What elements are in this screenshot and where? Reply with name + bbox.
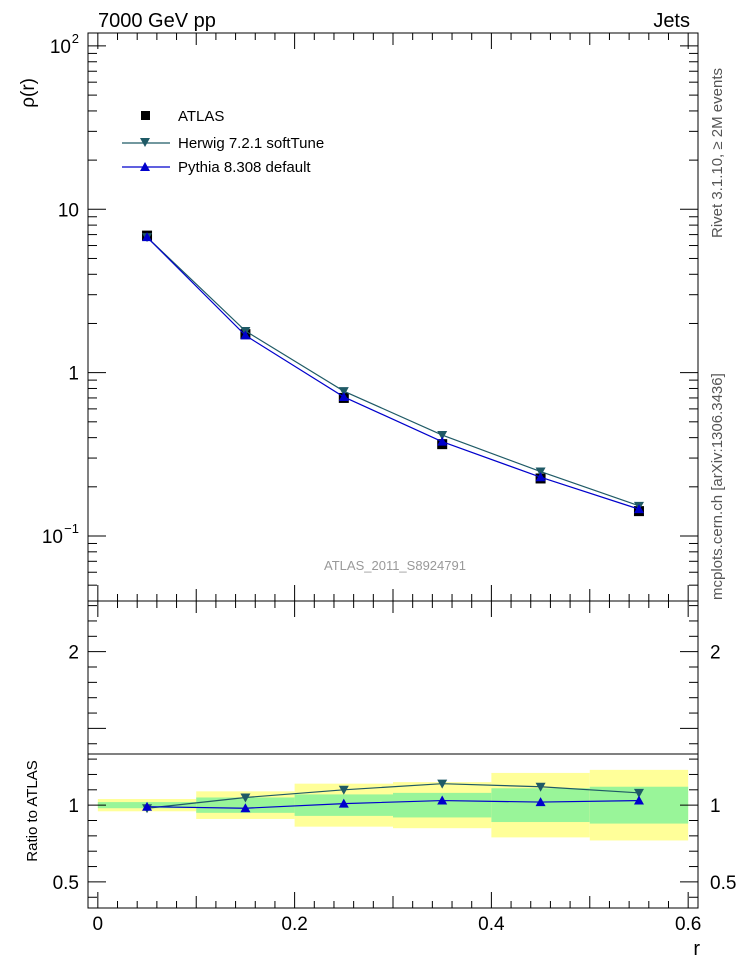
herwig-point — [535, 467, 546, 477]
pythia-point — [142, 232, 153, 242]
herwig-ratio-point — [535, 782, 546, 792]
pythia-ratio-point — [142, 801, 153, 811]
ratio-panel: 0.5 0.5 1 1 2 2 0 0.2 0.4 0.6 Ratio to ATLAS r — [24, 600, 737, 960]
x-tick-label: 0.4 — [478, 914, 505, 935]
herwig-point — [338, 387, 349, 397]
ratio-y-tick-label-right: 0.5 — [710, 873, 736, 894]
x-tick-label: 0.2 — [281, 914, 307, 935]
pythia-point — [437, 436, 448, 446]
ratio-frame — [87, 600, 699, 909]
pythia-ratio-point — [535, 797, 546, 807]
legend-pythia-label: Pythia 8.308 default — [178, 159, 311, 176]
main-y-axis-label: ρ(r) — [18, 78, 39, 108]
herwig-ratio-line — [146, 783, 640, 809]
pythia-point — [240, 330, 251, 340]
ratio-tick-labels: 0.5 0.5 1 1 2 2 0 0.2 0.4 0.6 — [53, 643, 737, 935]
main-axis-ticks — [88, 33, 698, 602]
main-y-tick-label: 10 — [50, 37, 71, 58]
main-y-tick-exponent: 2 — [72, 31, 79, 46]
ratio-y-tick-label-right: 1 — [710, 796, 721, 817]
ratio-y-axis-label: Ratio to ATLAS — [24, 760, 41, 861]
ratio-y-tick-label-left: 0.5 — [53, 873, 79, 894]
x-tick-label: 0.6 — [675, 914, 701, 935]
ratio-y-tick-label-right: 2 — [710, 643, 721, 664]
herwig-ratio-point — [338, 785, 349, 795]
pythia-ratio-point — [437, 795, 448, 805]
herwig-line — [146, 236, 640, 507]
rivet-label: Rivet 3.1.10, ≥ 2M events — [709, 68, 726, 238]
ratio-uncertainty-bands — [97, 769, 689, 841]
main-y-tick-label: 10 — [58, 200, 79, 221]
ratio-y-tick-label-left: 2 — [68, 643, 79, 664]
herwig-ratio-point — [633, 788, 644, 798]
ratio-y-tick-label-left: 1 — [68, 796, 79, 817]
pythia-point — [338, 391, 349, 401]
pythia-point — [633, 504, 644, 514]
legend-atlas-label: ATLAS — [178, 108, 224, 125]
pythia-ratio-point — [338, 798, 349, 808]
legend-herwig-label: Herwig 7.2.1 softTune — [178, 135, 324, 152]
legend-atlas-marker — [141, 111, 150, 120]
pythia-point — [535, 472, 546, 482]
herwig-point — [437, 431, 448, 441]
herwig-ratio-point — [437, 779, 448, 789]
analysis-label: ATLAS_2011_S8924791 — [324, 558, 466, 573]
main-y-tick-label: 10 — [42, 527, 63, 548]
pythia-ratio-point — [633, 795, 644, 805]
header-right: Jets — [653, 10, 690, 32]
legend-pythia-marker — [140, 162, 150, 171]
main-y-tick-label: 1 — [68, 364, 79, 385]
pythia-ratio-point — [240, 803, 251, 813]
legend-herwig-marker — [140, 138, 150, 147]
x-tick-label: 0 — [93, 914, 104, 935]
legend: ATLAS Herwig 7.2.1 softTune Pythia 8.308… — [122, 108, 324, 176]
x-axis-label: r — [693, 938, 700, 960]
ratio-axis-ticks — [88, 601, 698, 908]
pythia-ratio-line — [147, 799, 639, 809]
pythia-line — [146, 236, 640, 510]
header-left: 7000 GeV pp — [98, 10, 216, 32]
herwig-ratio-point — [240, 793, 251, 803]
mcplots-label: mcplots.cern.ch [arXiv:1306.3436] — [709, 373, 726, 600]
main-y-tick-exponent: −1 — [64, 521, 79, 536]
